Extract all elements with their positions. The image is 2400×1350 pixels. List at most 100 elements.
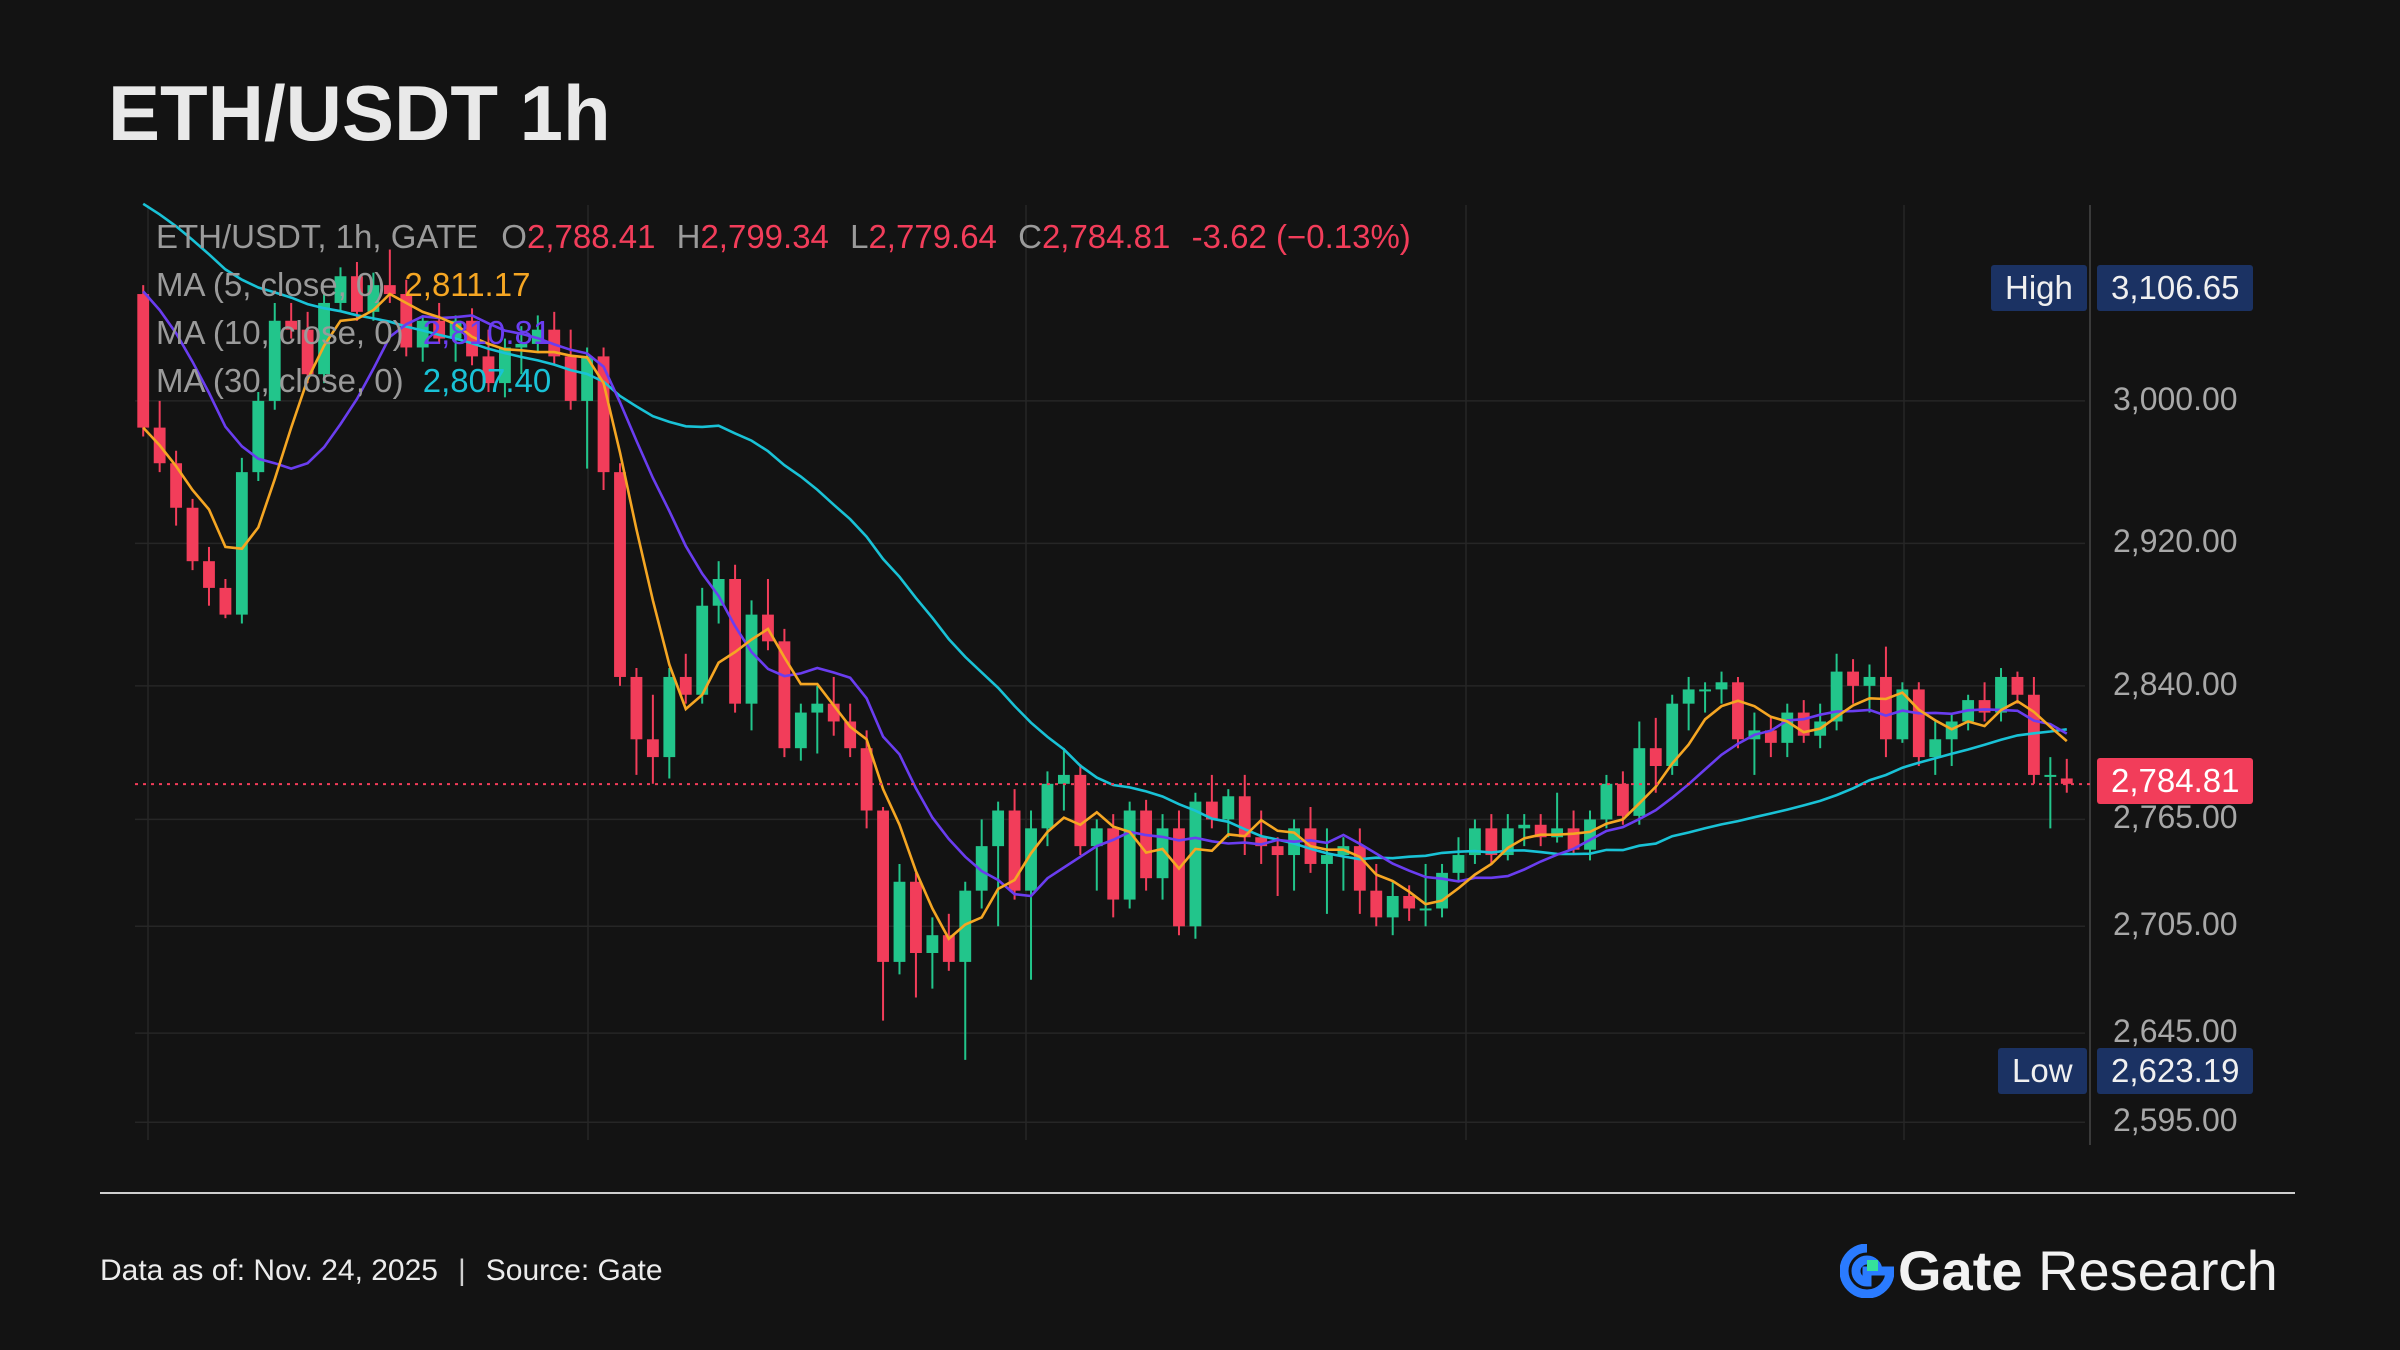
candle-body	[992, 810, 1005, 847]
candle-body	[367, 285, 380, 312]
candle-body	[597, 356, 610, 473]
candle-body	[1600, 783, 1613, 820]
page-title: ETH/USDT 1h	[108, 69, 611, 157]
candle-body	[564, 356, 577, 401]
candle-body	[2060, 778, 2073, 784]
candle-body	[663, 676, 676, 758]
candle-body	[1436, 872, 1448, 909]
y-tick-label: 3,000.00	[2113, 380, 2238, 417]
candle-body	[482, 356, 495, 384]
candle-body	[926, 935, 939, 953]
candle-body	[1403, 896, 1416, 909]
candle-body	[466, 320, 478, 357]
footer-divider	[100, 1192, 2295, 1194]
candle-body	[910, 881, 922, 953]
candle-body	[1863, 676, 1876, 686]
candle-body	[860, 748, 873, 811]
candle-body	[1995, 676, 2007, 713]
candle-body	[1452, 855, 1465, 873]
candle-body	[1140, 810, 1153, 879]
candle-body	[400, 294, 413, 348]
candle-body	[696, 605, 709, 695]
candle-body	[1074, 774, 1087, 847]
candle-body	[515, 343, 528, 348]
candle-body	[1386, 896, 1399, 918]
candle-body	[1534, 824, 1547, 838]
candle-body	[285, 320, 298, 330]
candle-body	[433, 320, 446, 339]
candle-body	[203, 561, 215, 588]
candle-body	[351, 276, 363, 312]
candle-body	[268, 320, 281, 401]
legend-ma10-row: MA (10, close, 0) 2,810.81	[156, 314, 551, 352]
candle-body	[1156, 828, 1169, 879]
legend-ma30-row: MA (30, close, 0) 2,807.40	[156, 362, 551, 400]
candle-body	[1238, 796, 1251, 838]
candle-body	[2011, 676, 2024, 695]
candle-body	[1584, 819, 1596, 850]
candle-body	[170, 463, 183, 508]
candle-body	[1715, 682, 1728, 690]
candle-body	[548, 329, 561, 357]
candle-body	[235, 472, 248, 615]
source-label: Source: Gate	[485, 1254, 663, 1287]
candle-body	[1501, 828, 1514, 856]
y-tick-label: 2,920.00	[2113, 523, 2238, 560]
candle-body	[186, 507, 199, 562]
candle-body	[1551, 828, 1564, 838]
y-tick-label: 2,645.00	[2113, 1013, 2238, 1050]
candle-body	[1699, 689, 1712, 692]
legend-open-value: 2,788.41	[526, 218, 656, 255]
candle-body	[1173, 828, 1185, 927]
candle-body	[1205, 801, 1218, 820]
legend-ma30-label: MA (30, close, 0)	[156, 362, 404, 399]
candle-body	[1222, 796, 1235, 820]
candle-body	[1978, 700, 1991, 713]
ma10-line	[142, 290, 2068, 898]
candle-body	[1107, 828, 1120, 900]
candle-body	[137, 294, 150, 428]
candle-body	[1929, 739, 1942, 758]
candle-body	[1419, 908, 1432, 911]
candle-body	[745, 614, 758, 704]
legend-ohlc-row: ETH/USDT, 1h, GATE O2,788.41 H2,799.34 L…	[156, 218, 1411, 256]
y-tick-label: 2,705.00	[2113, 906, 2238, 943]
candle-body	[844, 721, 857, 749]
candle-body	[1781, 712, 1794, 743]
brand-research: Research	[2022, 1239, 2278, 1302]
candle-body	[1896, 689, 1909, 740]
candle-body	[1847, 671, 1859, 686]
candle-body	[1321, 855, 1333, 864]
candle-body	[581, 356, 594, 401]
candle-body	[1732, 682, 1744, 740]
candle-body	[1485, 828, 1498, 856]
candle-body	[959, 890, 972, 962]
candle-body	[252, 400, 265, 473]
data-as-of: Data as of: Nov. 24, 2025	[100, 1254, 438, 1287]
candle-body	[1353, 846, 1366, 891]
candle-body	[1370, 890, 1383, 918]
candle-body	[1008, 810, 1021, 891]
candle-body	[1518, 824, 1531, 829]
candle-body	[1797, 712, 1810, 736]
candle-body	[712, 579, 725, 606]
candle-body	[383, 285, 396, 295]
legend-low-value: 2,779.64	[868, 218, 997, 255]
candle-body	[893, 881, 906, 962]
candle-body	[1123, 810, 1136, 900]
legend-high-value: 2,799.34	[700, 218, 829, 255]
candle-body	[1189, 801, 1202, 927]
brand-gate: Gate	[1898, 1239, 2023, 1302]
gate-research-logo: Gate Research	[1840, 1238, 2278, 1308]
candle-body	[794, 712, 807, 749]
candle-body	[498, 347, 511, 384]
legend-ma5-label: MA (5, close, 0)	[156, 266, 386, 303]
candle-body	[646, 739, 659, 758]
candle-body	[1649, 748, 1662, 766]
candle-body	[301, 329, 314, 375]
candle-body	[416, 320, 429, 348]
legend-low-label: L	[850, 218, 869, 255]
candle-body	[531, 329, 544, 344]
footer-info: Data as of: Nov. 24, 2025 | Source: Gate	[100, 1254, 663, 1287]
